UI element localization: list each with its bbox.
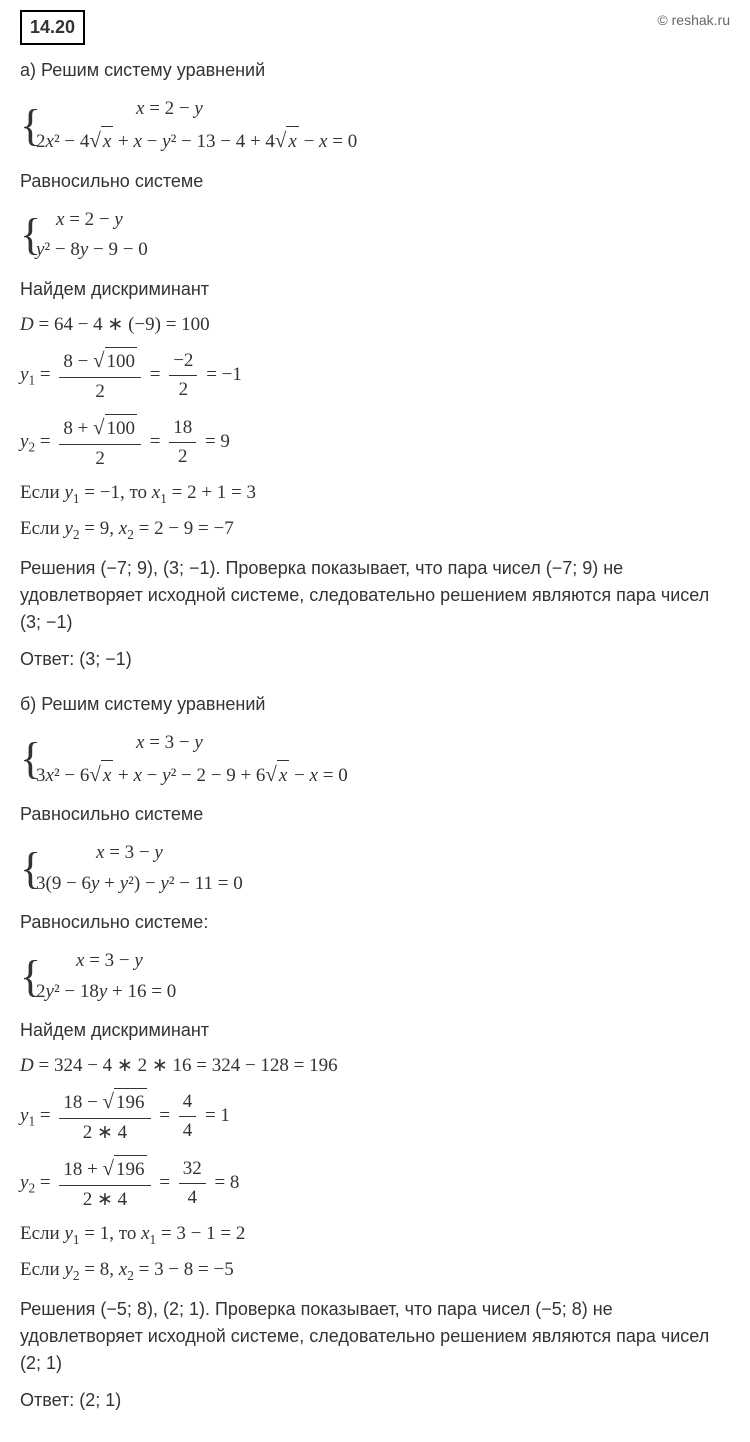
copyright: © reshak.ru bbox=[657, 10, 730, 31]
system-b1: x = 3 − y 3x² − 6x + x − y² − 2 − 9 + 6x… bbox=[20, 728, 730, 792]
if2-a: Если y2 = 9, x2 = 2 − 9 = −7 bbox=[20, 515, 730, 545]
discriminant-label-b: Найдем дискриминант bbox=[20, 1017, 730, 1044]
y1-a: y1 = 8 − 1002 = −22 = −1 bbox=[20, 345, 730, 406]
discriminant-a: D = 64 − 4 ∗ (−9) = 100 bbox=[20, 311, 730, 340]
equiv-label-b2: Равносильно системе: bbox=[20, 909, 730, 936]
equiv-label-a: Равносильно системе bbox=[20, 168, 730, 195]
part-b-label: б) Решим систему уравнений bbox=[20, 691, 730, 718]
system-line: 3(9 − 6y + y²) − y² − 11 = 0 bbox=[36, 869, 730, 899]
if2-b: Если y2 = 8, x2 = 3 − 8 = −5 bbox=[20, 1256, 730, 1286]
y2-a: y2 = 8 + 1002 = 182 = 9 bbox=[20, 412, 730, 473]
if1-a: Если y1 = −1, то x1 = 2 + 1 = 3 bbox=[20, 479, 730, 509]
header: 14.20 © reshak.ru bbox=[20, 10, 730, 45]
system-line: x = 2 − y bbox=[36, 205, 730, 235]
system-b3: x = 3 − y 2y² − 18y + 16 = 0 bbox=[20, 946, 730, 1007]
system-line: x = 3 − y bbox=[36, 728, 730, 758]
discriminant-b: D = 324 − 4 ∗ 2 ∗ 16 = 324 − 128 = 196 bbox=[20, 1052, 730, 1081]
if1-b: Если y1 = 1, то x1 = 3 − 1 = 2 bbox=[20, 1220, 730, 1250]
system-line: 2x² − 4x + x − y² − 13 − 4 + 4x − x = 0 bbox=[36, 124, 730, 157]
system-line: x = 3 − y bbox=[36, 838, 730, 868]
equiv-label-b1: Равносильно системе bbox=[20, 801, 730, 828]
problem-number: 14.20 bbox=[20, 10, 85, 45]
answer-b: Ответ: (2; 1) bbox=[20, 1387, 730, 1414]
system-a2: x = 2 − y y² − 8y − 9 − 0 bbox=[20, 205, 730, 266]
system-line: 2y² − 18y + 16 = 0 bbox=[36, 977, 730, 1007]
system-line: x = 3 − y bbox=[36, 946, 730, 976]
part-a-label: а) Решим систему уравнений bbox=[20, 57, 730, 84]
discriminant-label-a: Найдем дискриминант bbox=[20, 276, 730, 303]
y2-b: y2 = 18 + 1962 ∗ 4 = 324 = 8 bbox=[20, 1153, 730, 1214]
system-line: 3x² − 6x + x − y² − 2 − 9 + 6x − x = 0 bbox=[36, 758, 730, 791]
system-a1: x = 2 − y 2x² − 4x + x − y² − 13 − 4 + 4… bbox=[20, 94, 730, 158]
y1-b: y1 = 18 − 1962 ∗ 4 = 44 = 1 bbox=[20, 1086, 730, 1147]
system-line: y² − 8y − 9 − 0 bbox=[36, 235, 730, 265]
system-line: x = 2 − y bbox=[36, 94, 730, 124]
answer-a: Ответ: (3; −1) bbox=[20, 646, 730, 673]
solution-b: Решения (−5; 8), (2; 1). Проверка показы… bbox=[20, 1296, 730, 1377]
solution-a: Решения (−7; 9), (3; −1). Проверка показ… bbox=[20, 555, 730, 636]
system-b2: x = 3 − y 3(9 − 6y + y²) − y² − 11 = 0 bbox=[20, 838, 730, 899]
